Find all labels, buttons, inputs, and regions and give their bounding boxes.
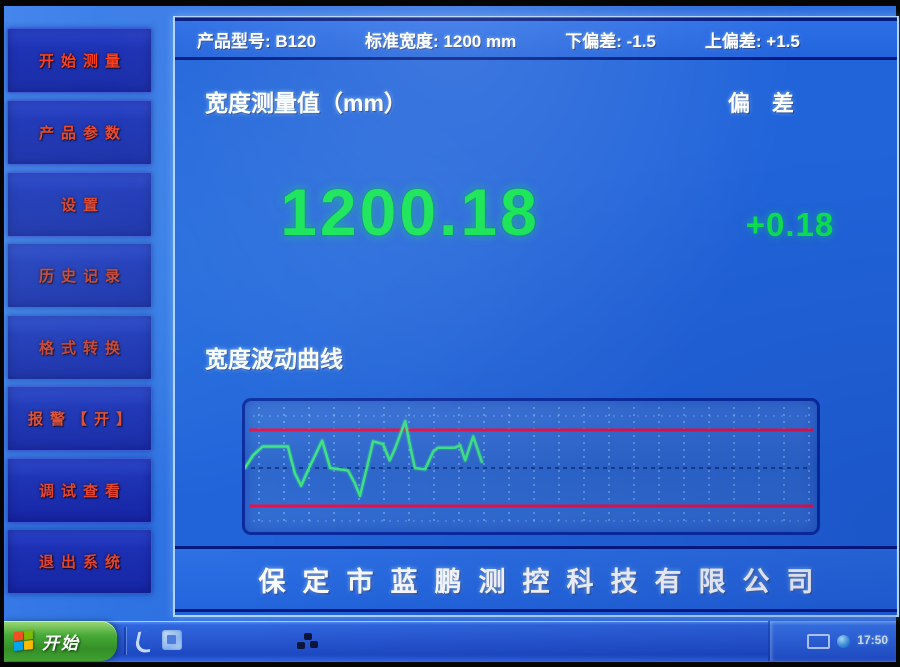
taskbar: 开始 17:50 [4, 621, 896, 661]
sidebar-button-settings[interactable]: 设置 [7, 172, 152, 237]
sidebar-button-label: 调试查看 [38, 483, 127, 500]
sidebar-button-label: 设置 [60, 197, 105, 214]
sidebar-button-history[interactable]: 历史记录 [7, 243, 152, 308]
fluctuation-chart-svg [245, 407, 813, 526]
product-field-lower-deviation: 下偏差: -1.5 [565, 31, 656, 51]
sidebar: 开始测量产品参数设置历史记录格式转换报警【开】调试查看退出系统 [5, 6, 155, 621]
sidebar-button-product-params[interactable]: 产品参数 [7, 100, 152, 165]
sidebar-button-label: 历史记录 [38, 268, 127, 285]
chart-title: 宽度波动曲线 [205, 346, 343, 372]
sidebar-button-debug-view[interactable]: 调试查看 [7, 458, 152, 523]
product-info-bar: 产品型号: B120 标准宽度: 1200 mm 下偏差: -1.5 上偏差: +1.… [175, 18, 897, 60]
taskbar-clock[interactable]: 17:50 [857, 633, 888, 648]
sidebar-button-alarm-on[interactable]: 报警【开】 [7, 386, 152, 451]
sidebar-button-format-convert[interactable]: 格式转换 [7, 315, 152, 380]
deviation-label: 偏差 [728, 91, 817, 116]
quick-launch-pen-icon[interactable] [133, 630, 155, 654]
taskbar-divider [124, 627, 126, 655]
start-button[interactable]: 开始 [4, 621, 117, 661]
company-name: 保定市蓝鹏测控科技有限公司 [258, 566, 831, 597]
sidebar-button-start-measure[interactable]: 开始测量 [7, 28, 152, 93]
system-tray: 17:50 [768, 621, 896, 661]
fluctuation-chart [242, 398, 820, 535]
company-banner: 保定市蓝鹏测控科技有限公司 [175, 546, 897, 612]
width-value: 1200.18 [280, 175, 540, 249]
windows-logo-icon [14, 630, 34, 652]
sidebar-button-label: 开始测量 [38, 53, 127, 70]
tray-network-icon[interactable] [837, 634, 851, 648]
sidebar-button-label: 产品参数 [38, 125, 127, 142]
measurement-area: 宽度测量值（mm） 偏差 1200.18 +0.18 宽度波动曲线 [175, 66, 897, 546]
product-field-standard-width: 标准宽度: 1200 mm [365, 31, 517, 51]
product-field-product-model: 产品型号: B120 [197, 31, 317, 51]
start-button-label: 开始 [42, 633, 80, 653]
sidebar-button-label: 退出系统 [38, 554, 127, 571]
width-measure-label: 宽度测量值（mm） [205, 90, 407, 116]
deviation-value: +0.18 [745, 206, 835, 243]
product-field-upper-deviation: 上偏差: +1.5 [704, 31, 800, 51]
sidebar-button-label: 报警【开】 [27, 411, 138, 428]
running-app-icon[interactable] [296, 633, 322, 651]
quick-launch-desktop-icon[interactable] [162, 630, 182, 650]
tray-keyboard-icon[interactable] [807, 633, 831, 649]
main-panel: 产品型号: B120 标准宽度: 1200 mm 下偏差: -1.5 上偏差: +1.… [173, 16, 899, 617]
sidebar-button-label: 格式转换 [38, 340, 127, 357]
screen: 开始测量产品参数设置历史记录格式转换报警【开】调试查看退出系统 产品型号: B1… [4, 6, 899, 662]
sidebar-button-exit-system[interactable]: 退出系统 [7, 529, 152, 594]
